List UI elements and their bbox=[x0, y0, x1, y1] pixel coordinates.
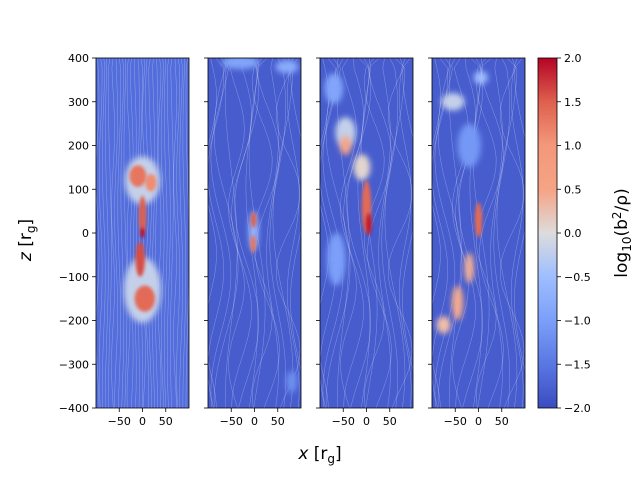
y-axis-label: z [rg] bbox=[16, 219, 38, 262]
colorbar-tick-label: 0.5 bbox=[564, 183, 582, 196]
panel-1-streamlines bbox=[96, 58, 189, 408]
colorbar-tick-label: −2.0 bbox=[564, 402, 591, 415]
colorbar-label: log10(b2/ρ) bbox=[610, 188, 634, 277]
panel-3-blob-4 bbox=[340, 135, 352, 156]
panel-3: −50 0 50 bbox=[316, 57, 414, 428]
colorbar-tick-label: −1.0 bbox=[564, 315, 591, 328]
panel-4: −50 0 50 bbox=[428, 57, 526, 428]
colorbar-ticks: 2.0 1.5 1.0 0.5 0.0 −0.5 −1.0 −1.5 −2.0 bbox=[557, 52, 591, 415]
colorbar-tick-label: 1.5 bbox=[564, 96, 582, 109]
panel-3-blob-1 bbox=[324, 73, 344, 104]
y-tick-label: 0 bbox=[82, 227, 89, 240]
panel-4-blob-2 bbox=[441, 93, 465, 111]
panel-3-x-tick-label: −50 bbox=[332, 415, 355, 428]
panel-3-x-tick-label: 0 bbox=[363, 415, 370, 428]
panel-4-blob-3 bbox=[436, 316, 451, 334]
panel-2-blob-4 bbox=[250, 235, 256, 253]
panel-4-blob-5 bbox=[452, 285, 464, 321]
panel-2-x-tick-label: 50 bbox=[271, 415, 285, 428]
panel-4-blob-4 bbox=[464, 252, 474, 284]
x-axis-label: x [rg] bbox=[297, 444, 341, 466]
panel-1-blob-5 bbox=[138, 195, 147, 236]
panel-2-streamlines bbox=[208, 58, 301, 408]
panel-1-x-tick-label: 0 bbox=[139, 415, 146, 428]
panel-1-blob-3 bbox=[129, 165, 147, 187]
panel-1: −50 0 50 400 300 200 100 0 −100 −200 −300 −400 bbox=[59, 52, 190, 428]
panel-1-x-tick-label: 50 bbox=[159, 415, 173, 428]
y-tick-label: −100 bbox=[59, 271, 89, 284]
y-tick-label: 300 bbox=[68, 96, 89, 109]
colorbar: 2.0 1.5 1.0 0.5 0.0 −0.5 −1.0 −1.5 −2.0 log10(b2… bbox=[537, 52, 634, 415]
panel-4-x-tick-label: 0 bbox=[475, 415, 482, 428]
panel-3-blob-6 bbox=[366, 213, 372, 236]
panel-4-streamlines bbox=[432, 58, 525, 408]
colorbar-tick-label: 2.0 bbox=[564, 52, 582, 65]
panel-2-blob-0 bbox=[286, 370, 298, 393]
y-tick-label: −300 bbox=[59, 358, 89, 371]
panel-2: −50 0 50 bbox=[204, 57, 302, 428]
panel-4-x-tick-label: −50 bbox=[444, 415, 467, 428]
panel-2-blob-2 bbox=[275, 60, 299, 74]
panel-1-blob-4 bbox=[134, 285, 155, 312]
panel-2-blob-1 bbox=[221, 58, 260, 69]
panel-3-blob-0 bbox=[327, 232, 346, 286]
panel-1-blob-7 bbox=[140, 227, 145, 239]
colorbar-tick-label: −0.5 bbox=[564, 271, 591, 284]
panel-1-x-tick-label: −50 bbox=[108, 415, 131, 428]
panel-4-blob-0 bbox=[457, 123, 481, 168]
colorbar-tick-label: 1.0 bbox=[564, 140, 582, 153]
panel-2-blob-5 bbox=[250, 212, 257, 228]
panel-3-blob-3 bbox=[353, 154, 371, 181]
y-tick-label: 100 bbox=[68, 183, 89, 196]
colorbar-tick-label: 0.0 bbox=[564, 227, 582, 240]
colorbar-scale bbox=[537, 57, 558, 409]
panel-1-blob-6 bbox=[135, 241, 145, 277]
y-tick-label: 400 bbox=[68, 52, 89, 65]
panel-3-x-tick-label: 50 bbox=[383, 415, 397, 428]
y-tick-label: −400 bbox=[59, 402, 89, 415]
panel-4-blob-1 bbox=[473, 71, 488, 85]
colorbar-tick-label: −1.5 bbox=[564, 358, 591, 371]
panel-4-blob-6 bbox=[474, 202, 483, 238]
panel-2-x-tick-label: 0 bbox=[251, 415, 258, 428]
panel-2-x-tick-label: −50 bbox=[220, 415, 243, 428]
panel-4-x-tick-label: 50 bbox=[495, 415, 509, 428]
y-tick-label: 200 bbox=[68, 140, 89, 153]
y-tick-label: −200 bbox=[59, 315, 89, 328]
panel-3-blob-2 bbox=[335, 117, 356, 148]
panel-1-blob-2 bbox=[145, 173, 157, 192]
